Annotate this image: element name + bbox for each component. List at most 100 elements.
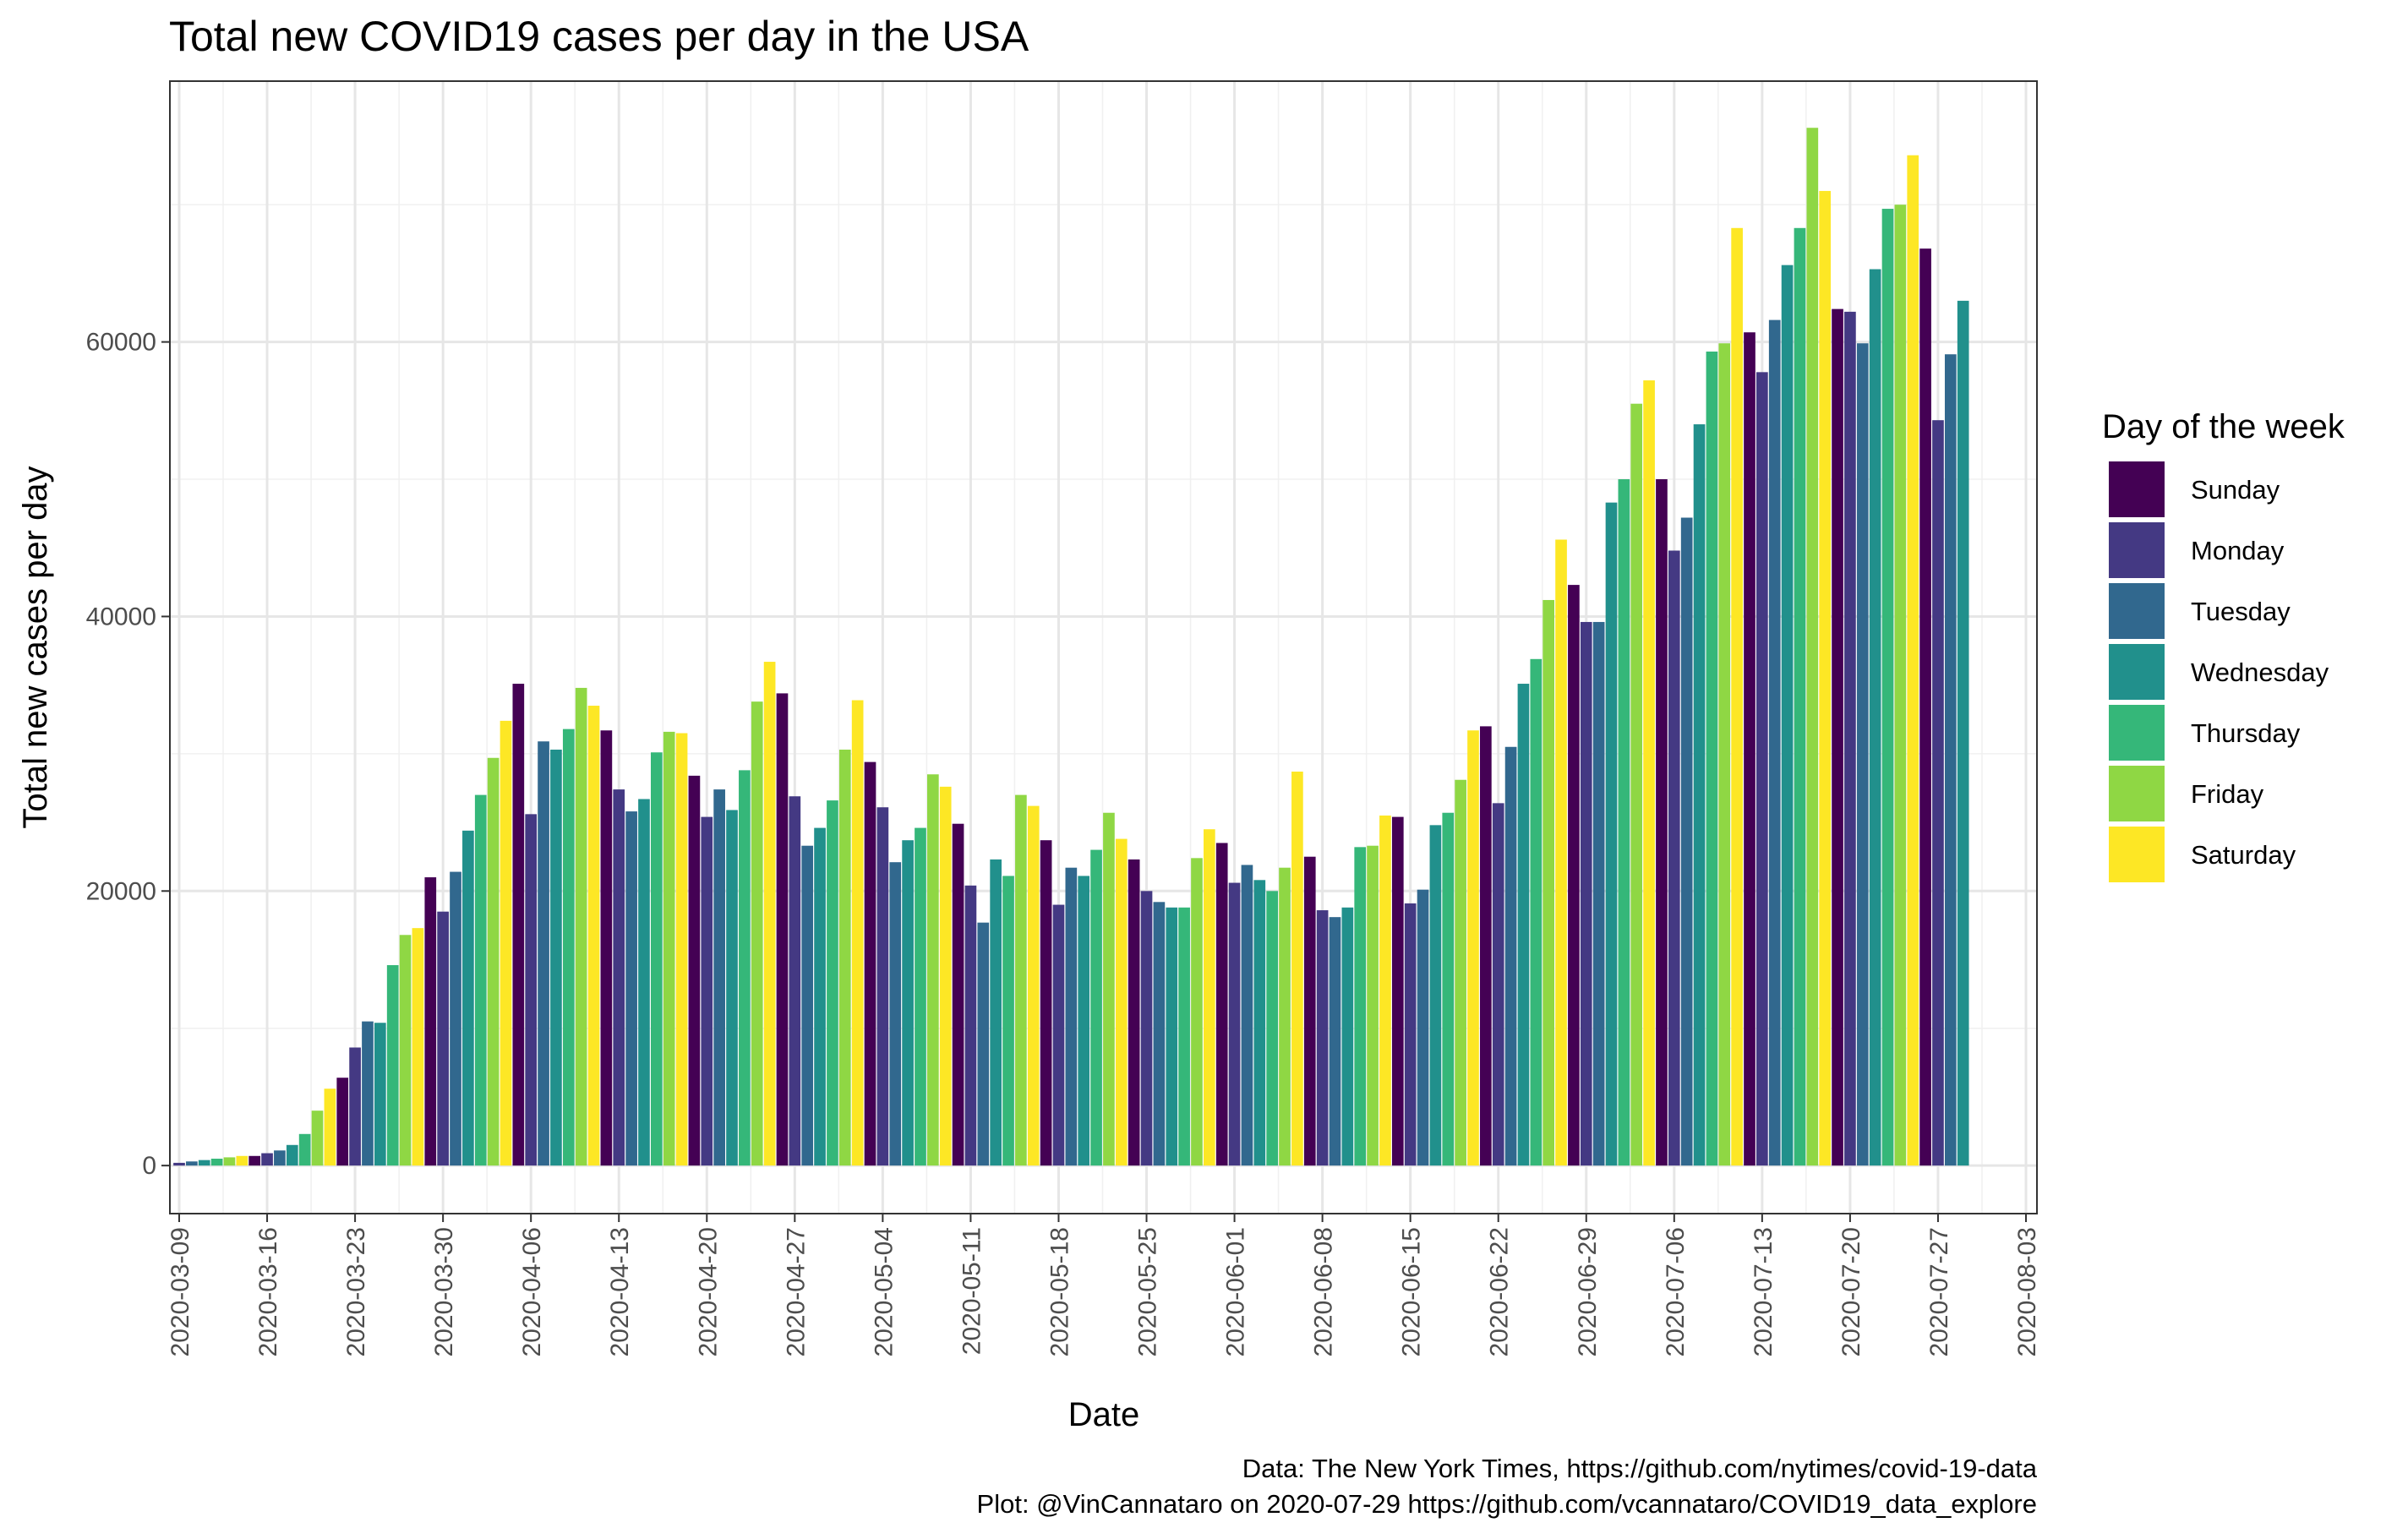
bar [1680,517,1693,1166]
bar [876,807,889,1166]
y-axis: 0 20000 40000 60000 [86,329,170,1180]
bar [286,1144,298,1166]
bar [1643,380,1655,1166]
bar [1605,502,1618,1166]
bar [324,1089,336,1166]
bar [424,877,437,1166]
bar [1341,907,1354,1166]
bar [1241,865,1253,1166]
bar [386,965,399,1166]
x-tick-label: 2020-07-06 [1662,1227,1690,1356]
bar [1178,907,1190,1166]
bar [977,922,990,1166]
bar [349,1047,361,1166]
bar [311,1111,324,1166]
bar [562,729,575,1166]
bar [1656,479,1668,1166]
legend-label: Tuesday [2191,597,2291,626]
legend-title: Day of the week [2102,408,2345,445]
bar [1668,550,1680,1166]
x-tick-label: 2020-06-29 [1574,1227,1602,1356]
bar [525,814,538,1166]
bar [864,761,876,1166]
bar [1480,726,1492,1166]
bar [915,827,926,1166]
bar [650,752,663,1166]
bar [1568,585,1580,1166]
bar [1367,845,1379,1166]
bar [1153,902,1166,1166]
caption-data-source: Data: The New York Times, https://github… [1242,1454,2038,1483]
bar [1894,205,1907,1166]
bar [902,840,914,1166]
legend-label: Monday [2191,536,2285,565]
bar [789,796,801,1166]
bar [1015,794,1027,1166]
bar [1806,128,1819,1166]
legend: Day of the week Sunday Monday Tuesday Wedne… [2102,408,2345,882]
bar [1504,746,1517,1166]
bar [990,859,1002,1166]
legend-swatch [2109,766,2165,821]
legend-label: Friday [2191,779,2264,809]
x-tick-label: 2020-07-20 [1837,1227,1865,1356]
x-tick-label: 2020-05-18 [1046,1227,1073,1356]
x-tick-label: 2020-03-30 [430,1227,458,1356]
bar [889,862,902,1166]
x-tick-label: 2020-05-25 [1134,1227,1162,1356]
bar [298,1133,311,1166]
bar [1128,859,1140,1166]
bar [1932,420,1944,1166]
legend-swatch [2109,522,2165,578]
bar [437,911,449,1166]
bar [1354,847,1367,1166]
bar [1204,829,1215,1166]
bar [926,774,939,1166]
x-tick-label: 2020-04-27 [782,1227,810,1356]
bar [851,700,864,1166]
bar [1228,882,1241,1166]
bar [1391,816,1404,1166]
bar [198,1160,210,1166]
legend-label: Wednesday [2191,658,2329,687]
bar [952,823,964,1166]
x-tick-label: 2020-03-16 [254,1227,282,1356]
bar [663,731,675,1166]
bar [210,1159,223,1166]
bar-series [173,128,1969,1166]
bar [1856,343,1869,1166]
legend-label: Saturday [2191,840,2296,870]
bar [838,750,851,1166]
bar [1756,372,1768,1166]
bar [1630,403,1643,1166]
bar [487,757,500,1166]
bar [1027,805,1040,1166]
bar [1592,621,1605,1166]
bar [1881,209,1894,1166]
bar [1052,904,1065,1166]
bar [223,1157,236,1166]
bar [1907,155,1919,1166]
x-tick-label: 2020-05-04 [870,1227,898,1356]
bar [1266,891,1279,1166]
x-tick-label: 2020-07-27 [1925,1227,1953,1356]
bar [1078,876,1090,1166]
bar [1794,227,1806,1166]
bar [450,871,461,1166]
bar [1140,891,1153,1166]
bar [1253,880,1266,1166]
caption-plot-credit: Plot: @VinCannataro on 2020-07-29 https:… [977,1489,2037,1519]
x-tick-label: 2020-06-08 [1310,1227,1338,1356]
bar [713,789,725,1166]
bar [1731,227,1743,1166]
y-tick-label: 60000 [86,329,156,357]
bar [801,845,814,1166]
bar [1819,190,1832,1166]
bar [1404,903,1417,1166]
bar [675,733,688,1166]
bar [1090,849,1102,1166]
chart-title: Total new COVID19 cases per day in the U… [169,13,1029,60]
y-axis-title: Total new cases per day [17,466,54,828]
bar [701,816,713,1166]
